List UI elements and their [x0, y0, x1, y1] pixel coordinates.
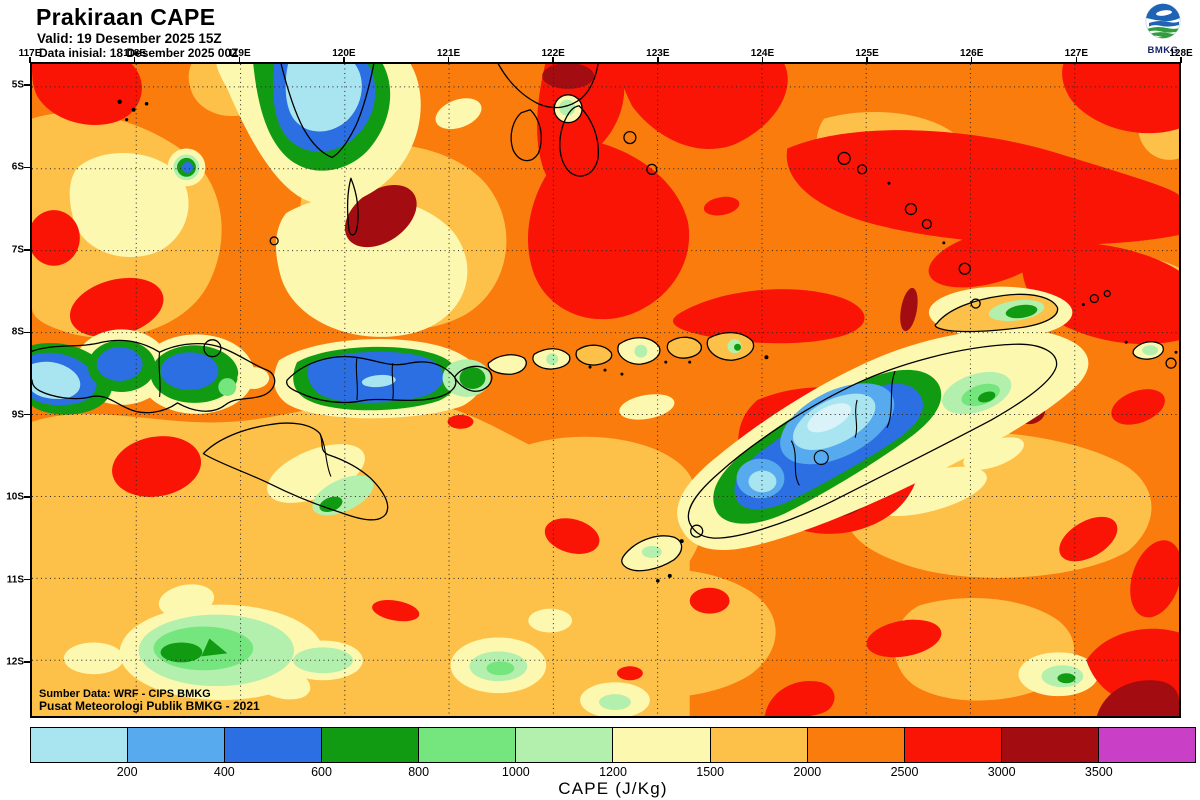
lat-label: 9S — [11, 409, 24, 421]
colorbar-segment — [1001, 728, 1099, 762]
colorbar-boundary-label: 3000 — [987, 765, 1016, 779]
coastlines-layer — [32, 64, 1177, 572]
lon-label: 121E — [436, 48, 461, 59]
bmkg-logo-icon — [1145, 3, 1181, 39]
lat-label: 12S — [6, 656, 24, 668]
valid-time: Valid: 19 Desember 2025 15Z — [37, 31, 222, 46]
colorbar-boundary-label: 1500 — [696, 765, 725, 779]
lon-tick — [29, 57, 31, 63]
lon-tick — [343, 57, 345, 63]
colorbar-segment — [613, 728, 711, 762]
lon-tick — [238, 57, 241, 63]
gridlines-layer — [32, 64, 1179, 716]
lon-tick — [866, 57, 868, 63]
lon-tick — [552, 57, 554, 63]
colorbar-segment — [516, 728, 614, 762]
lat-label: 11S — [6, 574, 24, 586]
init-time: Data inisial: 18 Desember 2025 00Z — [39, 46, 239, 60]
source-line2: Pusat Meteorologi Publik BMKG - 2021 — [39, 699, 260, 714]
lat-label: 8S — [11, 326, 24, 338]
lon-label: 119E — [227, 48, 251, 59]
lon-tick — [447, 57, 450, 63]
colorbar-boundary-label: 800 — [408, 765, 430, 779]
contour-layer — [32, 64, 1179, 716]
lon-tick — [1180, 57, 1182, 63]
lon-label: 120E — [332, 48, 356, 59]
source-credit: Sumber Data: WRF - CIPS BMKG Pusat Meteo… — [39, 688, 260, 714]
lon-label: 122E — [541, 48, 565, 59]
colorbar-segment — [1098, 728, 1195, 762]
source-line1: Sumber Data: WRF - CIPS BMKG — [39, 687, 211, 700]
lon-tick — [761, 57, 764, 63]
colorbar-segment — [419, 728, 517, 762]
colorbar — [30, 727, 1196, 763]
lon-label: 128E — [1169, 48, 1193, 59]
lat-tick — [24, 661, 30, 663]
colorbar-segment — [904, 728, 1002, 762]
colorbar-boundary-label: 2000 — [793, 765, 822, 779]
lat-tick — [24, 413, 30, 416]
colorbar-boundary-label: 600 — [311, 765, 332, 779]
lat-label: 6S — [11, 161, 24, 173]
lon-label: 118E — [123, 48, 147, 59]
lat-tick — [24, 249, 30, 251]
colorbar-boundary-label: 2500 — [890, 765, 919, 779]
lon-label: 124E — [750, 48, 775, 59]
bmkg-logo: BMKG — [1140, 2, 1186, 56]
lon-label: 126E — [960, 48, 984, 59]
islet-specks — [117, 99, 1178, 583]
lon-tick — [1075, 57, 1078, 63]
lon-tick — [133, 57, 136, 63]
lat-label: 5S — [11, 79, 24, 91]
colorbar-boundary-label: 200 — [116, 765, 138, 779]
cape-map-canvas — [32, 64, 1179, 716]
lon-tick — [970, 57, 973, 63]
lat-tick — [24, 84, 30, 86]
lat-tick — [24, 496, 30, 498]
page-title: Prakiraan CAPE — [36, 4, 216, 30]
lat-label: 7S — [11, 244, 24, 256]
lat-tick — [24, 166, 30, 169]
lon-label: 127E — [1064, 48, 1089, 59]
colorbar-segment — [807, 728, 905, 762]
colorbar-segment — [31, 728, 129, 762]
lon-label: 125E — [855, 48, 879, 59]
colorbar-segment — [128, 728, 226, 762]
colorbar-unit-label: CAPE (J/Kg) — [558, 779, 668, 798]
colorbar-boundary-label: 1200 — [599, 765, 627, 779]
lon-label: 123E — [646, 48, 670, 59]
map-frame: Sumber Data: WRF - CIPS BMKG Pusat Meteo… — [30, 62, 1181, 718]
lat-tick — [24, 331, 30, 334]
colorbar-segment — [225, 728, 323, 762]
colorbar-boundary-label: 1000 — [501, 765, 530, 779]
colorbar-boundary-label: 400 — [213, 765, 235, 779]
colorbar-segment — [322, 728, 420, 762]
lat-tick — [24, 578, 30, 581]
bmkg-logo-label: BMKG — [1147, 45, 1179, 56]
lon-tick — [657, 57, 659, 63]
colorbar-segment — [710, 728, 808, 762]
colorbar-boundary-label: 3500 — [1084, 765, 1113, 779]
lon-label: 117E — [18, 48, 42, 59]
lat-label: 10S — [6, 491, 24, 503]
